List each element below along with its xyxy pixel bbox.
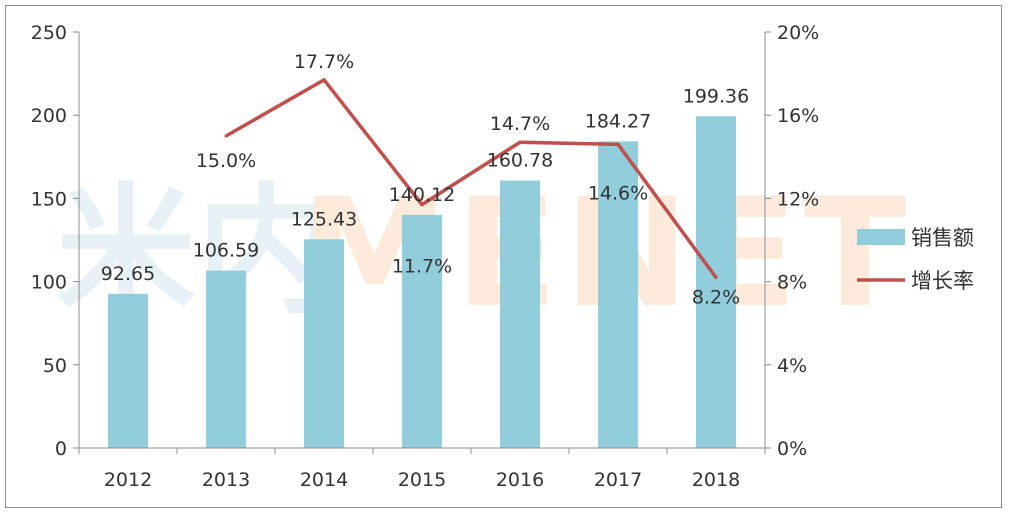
bar-2013 xyxy=(206,270,246,448)
growth-point-2018 xyxy=(714,275,718,279)
watermark-logo: 米内 xyxy=(56,171,336,334)
data-labels: 92.65 106.59 125.43 140.12 160.78 184.27 199.3… xyxy=(101,51,749,309)
bar-value-label: 106.59 xyxy=(193,240,259,262)
axes: 0 50 100 150 200 250 0% 4% 8% 12% 16% 20% 2012 2013 20… xyxy=(31,22,820,491)
right-tick-label: 12% xyxy=(777,188,819,210)
left-tick-label: 50 xyxy=(43,355,67,377)
x-tick-label: 2013 xyxy=(202,469,250,491)
bar-2018 xyxy=(696,116,736,449)
bar-2012 xyxy=(108,293,148,448)
bar-2015 xyxy=(402,214,442,448)
left-tick-label: 0 xyxy=(55,438,67,460)
right-tick-label: 0% xyxy=(777,438,807,460)
right-tick-label: 16% xyxy=(777,105,819,127)
growth-point-2013 xyxy=(224,134,228,138)
bar-value-label: 92.65 xyxy=(101,263,155,285)
left-tick-label: 100 xyxy=(31,272,67,294)
right-tick-label: 20% xyxy=(777,22,819,44)
growth-point-2016 xyxy=(518,140,522,144)
left-tick-label: 150 xyxy=(31,188,67,210)
bar-value-label: 140.12 xyxy=(389,184,455,206)
x-tick-label: 2012 xyxy=(104,469,152,491)
legend-swatch-sales xyxy=(857,229,905,245)
legend-label-growth: 增长率 xyxy=(911,269,974,293)
growth-point-2015 xyxy=(420,203,424,207)
right-tick-label: 4% xyxy=(777,355,807,377)
x-tick-label: 2014 xyxy=(300,469,348,491)
growth-value-label: 15.0% xyxy=(196,150,256,172)
left-tick-label: 250 xyxy=(31,22,67,44)
bar-series xyxy=(108,116,736,449)
line-series xyxy=(224,78,718,279)
left-tick-label: 200 xyxy=(31,105,67,127)
bar-value-label: 160.78 xyxy=(487,149,553,171)
growth-point-2017 xyxy=(616,142,620,146)
growth-line xyxy=(225,78,718,279)
legend-label-sales: 销售额 xyxy=(911,226,974,250)
growth-value-label: 17.7% xyxy=(294,51,354,73)
x-tick-label: 2016 xyxy=(496,469,544,491)
bar-2016 xyxy=(500,180,540,448)
x-tick-label: 2017 xyxy=(594,469,642,491)
bar-2014 xyxy=(304,239,344,448)
x-tick-label: 2015 xyxy=(398,469,446,491)
bar-2017 xyxy=(598,141,638,448)
growth-value-label: 8.2% xyxy=(692,286,740,308)
bar-value-label: 125.43 xyxy=(291,208,357,230)
growth-point-2014 xyxy=(322,78,326,82)
right-tick-label: 8% xyxy=(777,272,807,294)
x-tick-label: 2018 xyxy=(692,469,740,491)
growth-value-label: 14.6% xyxy=(588,182,648,204)
bar-value-label: 199.36 xyxy=(683,85,749,107)
growth-value-label: 11.7% xyxy=(392,256,452,278)
bar-value-label: 184.27 xyxy=(585,110,651,132)
growth-value-label: 14.7% xyxy=(490,113,550,135)
